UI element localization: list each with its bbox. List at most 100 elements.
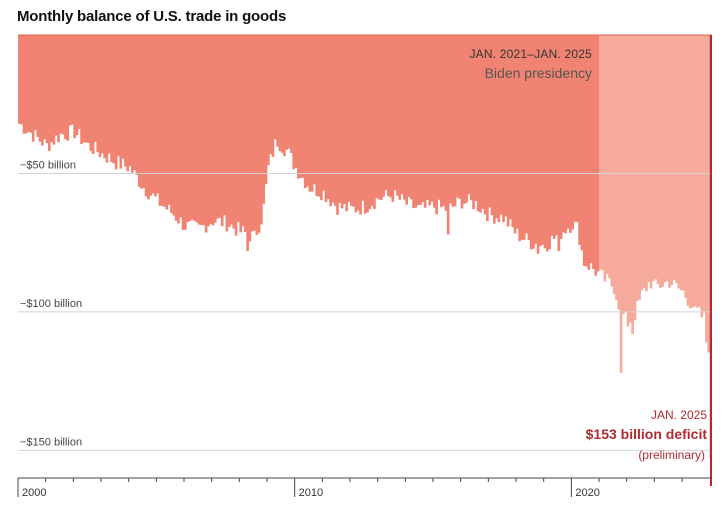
bar xyxy=(257,35,261,233)
bar xyxy=(700,35,704,318)
bar xyxy=(658,35,662,288)
bar xyxy=(476,35,480,212)
bar xyxy=(599,35,602,270)
bar xyxy=(38,35,42,142)
bar xyxy=(520,35,524,240)
bar xyxy=(190,35,194,220)
x-tick-label: 2000 xyxy=(22,487,46,499)
bar xyxy=(119,35,123,169)
bar xyxy=(529,35,533,250)
bar xyxy=(354,35,358,213)
bar xyxy=(271,35,275,158)
bar xyxy=(453,35,457,207)
bar xyxy=(29,35,33,133)
bar xyxy=(582,35,586,267)
bar xyxy=(654,35,658,280)
y-tick-label: −$100 billion xyxy=(20,298,82,310)
bar xyxy=(144,35,148,197)
y-tick-label: −$50 billion xyxy=(20,159,76,171)
bar xyxy=(483,35,487,215)
bar xyxy=(465,35,468,203)
bar xyxy=(77,35,81,129)
bar xyxy=(248,35,252,242)
bar xyxy=(479,35,482,213)
bar xyxy=(278,35,282,152)
bar xyxy=(363,35,367,214)
bar xyxy=(160,35,164,206)
bar xyxy=(135,35,139,176)
bar xyxy=(68,35,72,126)
bar xyxy=(218,35,222,218)
bar xyxy=(177,35,180,224)
bar xyxy=(326,35,330,200)
bar xyxy=(43,35,47,140)
bar xyxy=(227,35,231,227)
bar xyxy=(661,35,664,287)
bar xyxy=(170,35,173,214)
bar xyxy=(130,35,134,173)
bar xyxy=(495,35,498,219)
bar xyxy=(652,35,655,282)
bar xyxy=(451,35,455,207)
bar xyxy=(232,35,236,229)
bar xyxy=(202,35,206,226)
bar xyxy=(73,35,76,139)
bar xyxy=(573,35,577,222)
bar xyxy=(87,35,90,143)
bar xyxy=(612,35,616,294)
bar xyxy=(536,35,540,254)
bar xyxy=(642,35,646,288)
bar xyxy=(442,35,445,206)
bar xyxy=(105,35,109,163)
bar xyxy=(308,35,312,192)
bar xyxy=(377,35,381,200)
bar xyxy=(41,35,44,146)
bar xyxy=(193,35,196,221)
bar xyxy=(103,35,106,159)
bar xyxy=(635,35,639,302)
bar xyxy=(693,35,697,307)
bar xyxy=(527,35,531,241)
bar xyxy=(280,35,284,153)
bar xyxy=(677,35,681,289)
bar xyxy=(622,35,625,315)
bar xyxy=(80,35,83,144)
bar xyxy=(375,35,379,199)
bar xyxy=(320,35,323,201)
bar xyxy=(343,35,346,205)
bar xyxy=(603,35,607,282)
bar xyxy=(414,35,418,208)
bar xyxy=(596,35,600,272)
bar xyxy=(167,35,171,205)
bar xyxy=(684,35,687,298)
bar xyxy=(47,35,51,151)
bar xyxy=(575,35,579,223)
bar xyxy=(407,35,411,198)
bar xyxy=(267,35,270,166)
bar xyxy=(128,35,132,167)
bar xyxy=(292,35,296,170)
bar xyxy=(511,35,515,228)
bar xyxy=(241,35,245,227)
bar xyxy=(682,35,685,291)
bar xyxy=(172,35,176,216)
bar xyxy=(610,35,614,287)
bar xyxy=(165,35,169,210)
bar xyxy=(695,35,699,308)
bar xyxy=(638,35,641,300)
bar xyxy=(204,35,208,233)
bar xyxy=(647,35,651,283)
bar xyxy=(356,35,360,211)
bar xyxy=(234,35,238,236)
y-tick-label: −$150 billion xyxy=(20,436,82,448)
bar xyxy=(246,35,249,251)
bar xyxy=(269,35,272,155)
bar xyxy=(220,35,224,227)
bar xyxy=(513,35,517,234)
bar xyxy=(315,35,319,197)
bar xyxy=(668,35,671,288)
bar xyxy=(66,35,70,141)
bar xyxy=(555,35,558,236)
bar xyxy=(243,35,247,232)
bar xyxy=(255,35,259,235)
